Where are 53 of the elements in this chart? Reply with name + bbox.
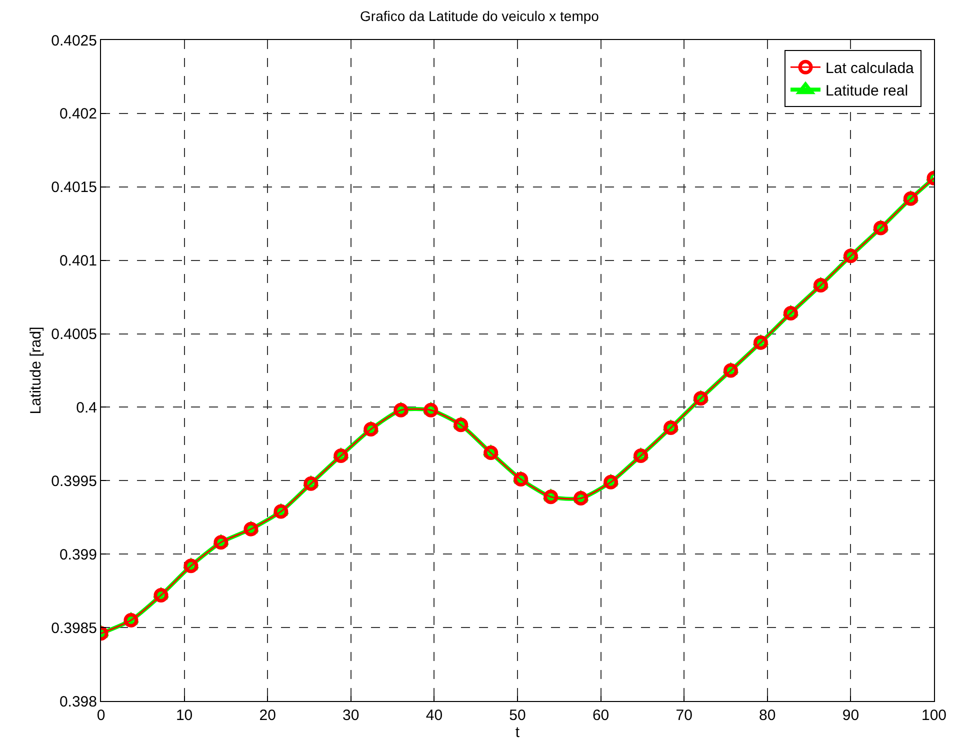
point: [604, 474, 618, 490]
y-tick-label: 0.3995: [51, 472, 97, 490]
point: [484, 446, 498, 460]
legend-label: Lat calculada: [826, 60, 915, 78]
y-tick-label: 0.4: [76, 399, 97, 416]
y-axis-title: Latitude [rad]: [27, 326, 44, 414]
point: [364, 422, 378, 437]
point: [424, 402, 438, 418]
x-tick-label: 0: [96, 707, 106, 724]
point: [274, 504, 288, 519]
y-tick-label: 0.401: [59, 252, 97, 270]
point: [873, 220, 888, 236]
y-tick-label: 0.398: [59, 693, 97, 710]
y-tick-label: 0.3985: [51, 620, 97, 637]
point: [304, 476, 318, 491]
point: [843, 248, 858, 264]
x-tick-label: 80: [759, 707, 776, 724]
point: [154, 588, 168, 602]
x-tick-label: 50: [509, 707, 526, 724]
point: [574, 491, 588, 506]
y-tick-label: 0.399: [59, 546, 97, 564]
point: [454, 418, 468, 432]
y-tick-label: 0.402: [59, 106, 97, 123]
x-tick-label: 20: [259, 707, 276, 724]
point: [724, 363, 738, 378]
point: [214, 535, 228, 550]
point: [694, 391, 708, 406]
point: [514, 472, 528, 486]
point: [664, 420, 678, 436]
y-tick-label: 0.4015: [51, 179, 97, 196]
x-tick-label: 90: [842, 707, 860, 724]
y-tick-label: 0.4005: [51, 326, 97, 344]
point: [124, 612, 138, 628]
x-tick-label: 70: [676, 707, 692, 724]
point: [753, 335, 768, 350]
point: [334, 448, 348, 463]
legend-label: Latitude real: [826, 82, 908, 100]
x-tick-label: 10: [176, 707, 193, 724]
x-tick-label: 30: [342, 707, 360, 724]
point: [184, 558, 198, 574]
point: [783, 306, 798, 320]
x-axis-title: t: [515, 724, 520, 741]
point: [244, 522, 258, 536]
point: [903, 191, 918, 206]
point: [544, 490, 558, 504]
x-tick-label: 60: [592, 707, 610, 724]
point: [813, 278, 828, 293]
x-tick-label: 40: [426, 707, 443, 724]
chart-title: Grafico da Latitude do veiculo x tempo: [360, 8, 600, 24]
y-tick-label: 0.4025: [51, 32, 97, 50]
point: [634, 448, 648, 463]
point: [394, 402, 408, 418]
x-tick-label: 100: [921, 707, 947, 724]
